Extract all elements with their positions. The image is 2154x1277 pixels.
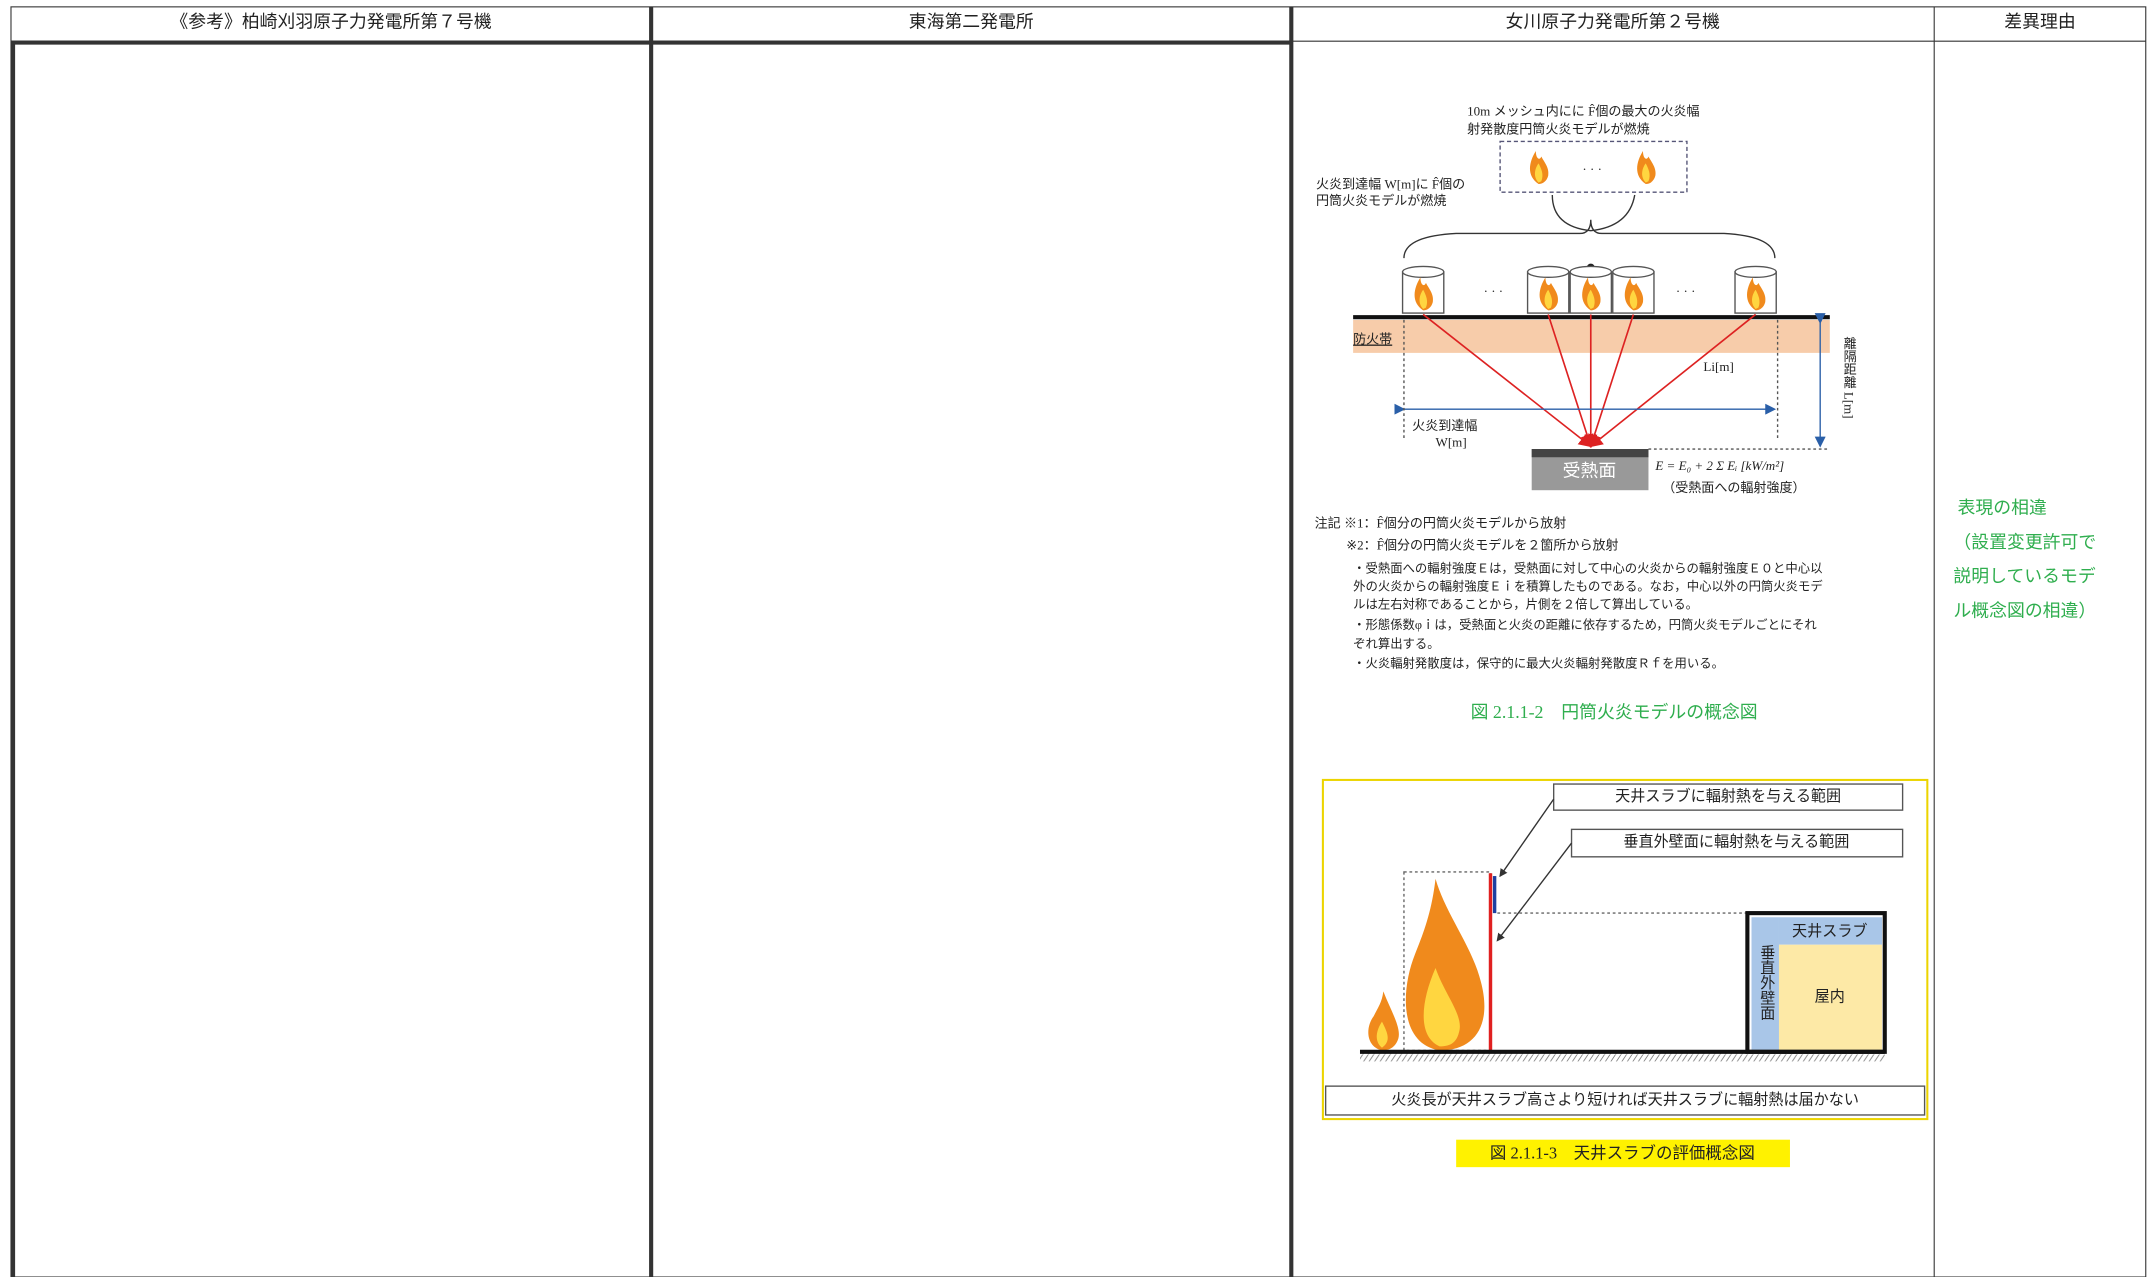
label-box [1552,783,1904,811]
header-cell: 《参考》柏崎刈羽原子力発電所第７号機 [170,11,491,31]
label: 垂直外壁面 [1758,945,1776,1021]
note-line: ぞれ算出する。 [1353,636,1440,651]
rays [1422,313,1757,448]
brace [1403,219,1776,259]
note-line: ・受熱面への輻射強度Ｅは，受熱面に対して中心の火炎からの輻射強度Ｅ０と中心以 [1353,561,1822,576]
header-cell: 差異理由 [2004,11,2075,31]
formula: E = E₀ + 2 Σ Eᵢ [kW/m²] [1654,458,1784,473]
label: 円筒火炎モデルが燃焼 [1316,193,1446,208]
label: 受熱面 [1563,460,1617,480]
dots: · · · [1484,283,1504,298]
caption: 図 2.1.1-2 円筒火炎モデルの概念図 [1471,701,1758,722]
flame-small [1368,991,1399,1051]
cylinder-top [1526,265,1570,279]
reason-line: 表現の相違 [1958,498,2047,518]
note-line: ※2：F̂個分の円筒火炎モデルを２箇所から放射 [1346,538,1618,553]
label: 天井スラブに輻射熱を与える範囲 [1615,787,1841,805]
pointer [1496,842,1573,942]
label: 垂直外壁面に輻射熱を与える範囲 [1623,833,1849,851]
figure-2: 天井スラブに輻射熱を与える範囲 垂直外壁面に輻射熱を与える範囲 天井スラブ 垂直… [1321,778,1929,1168]
flame-core [1423,968,1460,1047]
ray [1547,314,1594,448]
flame [1529,151,1549,184]
note-line: 外の火炎からの輻射強度Ｅｉを積算したものである。なお，中心以外の円筒火炎モデ [1353,579,1823,594]
mesh-box [1499,140,1688,193]
header-cell: 女川原子力発電所第２号機 [1506,11,1720,31]
table-frame [10,6,2147,1277]
receiver-top [1531,449,1649,458]
caption-highlight [1456,1139,1790,1168]
cylinder-top [1569,265,1613,279]
cylinder-top [1734,265,1777,279]
label: 防火帯 [1353,332,1392,347]
label: （受熱面への輻射強度） [1662,480,1805,495]
ground-hatch [1359,1053,1885,1062]
label: W[m] [1436,435,1467,450]
wall [1751,917,1779,1052]
label: 10m メッシュ内にに F̂個の最大の火炎幅 [1467,104,1699,119]
label: 火炎到達幅 W[m]に F̂個の [1316,176,1465,191]
reason-line: 説明しているモデ [1953,566,2095,586]
label: Li[m] [1703,359,1733,374]
label: 屋内 [1815,989,1845,1006]
note-line: 注記 ※1：F̂個分の円筒火炎モデルから放射 [1315,516,1567,531]
label: 射発散度円筒火炎モデルが燃焼 [1467,121,1649,136]
indoor [1778,944,1883,1052]
caption: 図 2.1.1-3 天井スラブの評価概念図 [1490,1144,1755,1163]
slab [1778,917,1883,945]
reason-line: ル概念図の相違） [1953,600,2096,621]
label: 火炎長が天井スラブ高さより短ければ天井スラブに輻射熱は届かない [1391,1091,1859,1109]
pointer [1499,798,1555,878]
flame-core [1376,1021,1388,1048]
label-box [1570,828,1904,858]
label: 離隔距離 L[m] [1842,336,1857,418]
dots: · · · [1676,283,1696,298]
cylinders: ※2※2※1※2※2 [1401,265,1777,335]
flame [1637,151,1656,184]
note-line: ・火炎輻射発散度は，保守的に最大火炎輻射発散度Ｒｆを用いる。 [1353,655,1724,670]
dots: · · · [1582,161,1602,176]
note-line: ・形態係数φｉは，受熱面と火炎の距離に依存するため，円筒火炎モデルごとにそれ [1353,617,1817,632]
note-line: ルは左右対称であることから，片側を２倍して算出している。 [1353,596,1698,611]
ray [1589,313,1757,448]
brace [1551,194,1636,232]
cylinder-top [1612,265,1655,279]
figure-1: 10m メッシュ内にに F̂個の最大の火炎幅 射発散度円筒火炎モデルが燃焼 · … [1315,104,1857,723]
header-cell: 東海第二発電所 [909,11,1034,31]
cylinder-top [1401,265,1445,279]
reason-line: （設置変更許可で [1953,532,2096,552]
label: 天井スラブ [1792,922,1868,940]
ray [1588,314,1635,448]
ray [1422,313,1593,448]
label: 火炎到達幅 [1412,418,1477,433]
label-box [1324,1085,1926,1116]
figure-border [1321,778,1929,1121]
